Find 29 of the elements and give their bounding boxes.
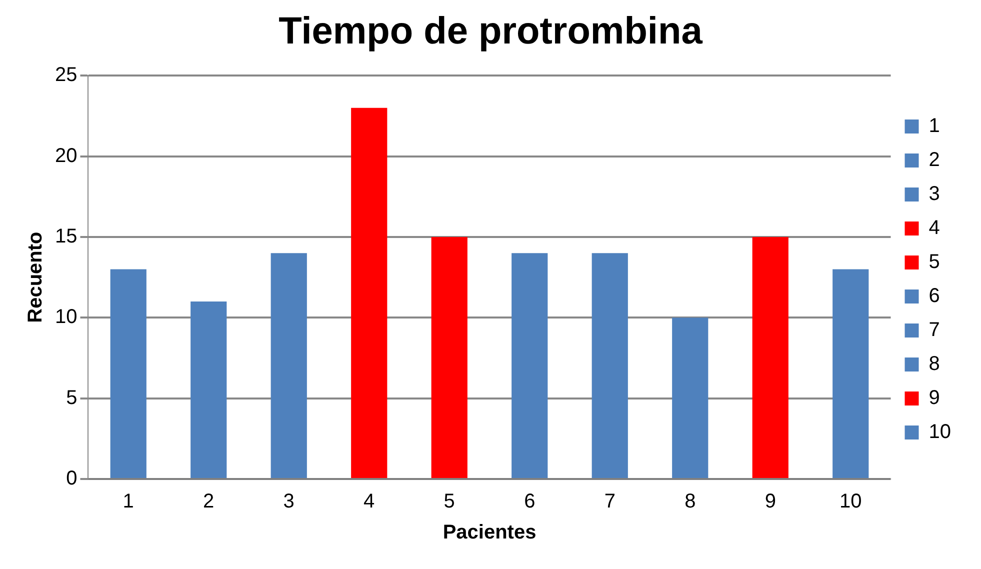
y-tick-label: 15	[54, 225, 78, 248]
legend-label: 8	[928, 353, 940, 376]
y-tick-label: 5	[66, 386, 78, 409]
x-tick-label: 2	[203, 490, 214, 513]
x-tick-label: 5	[444, 490, 455, 513]
legend-label: 10	[928, 421, 952, 444]
y-tick-label: 0	[66, 468, 78, 490]
y-tick-label: 25	[54, 64, 78, 86]
x-tick-label: 9	[764, 490, 776, 513]
legend-label: 1	[928, 115, 940, 138]
x-tick-label: 10	[840, 490, 862, 513]
x-tick-label: 7	[604, 490, 616, 513]
legend-label: 9	[928, 387, 940, 410]
x-axis-title: Pacientes	[442, 522, 536, 544]
x-tick-label: 8	[684, 490, 696, 513]
legend-label: 3	[928, 183, 940, 206]
x-tick-label: 4	[364, 490, 375, 513]
chart-title: Tiempo de protrombina	[278, 10, 704, 52]
x-tick-label: 6	[524, 490, 536, 513]
legend-label: 7	[928, 319, 940, 342]
legend-label: 6	[928, 285, 940, 308]
legend-label: 5	[928, 251, 940, 274]
x-tick-label: 1	[122, 490, 134, 513]
y-axis-title: Recuento	[24, 232, 47, 323]
x-tick-label: 3	[283, 490, 294, 513]
y-tick-label: 10	[54, 306, 78, 328]
legend-label: 4	[928, 217, 940, 240]
y-tick-label: 20	[54, 144, 78, 167]
legend-label: 2	[928, 149, 940, 172]
